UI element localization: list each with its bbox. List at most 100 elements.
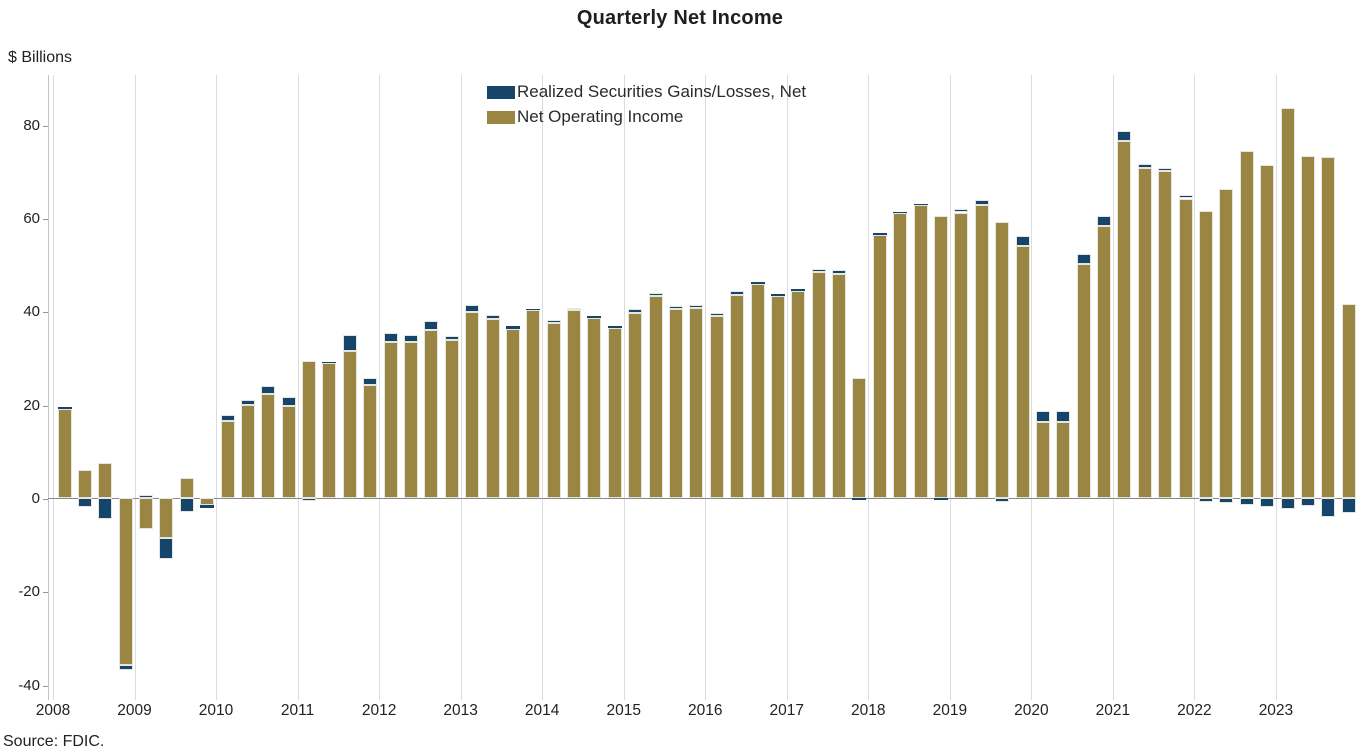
bar-2020-q2-realized-securities <box>1056 411 1071 422</box>
bar-2013-q4-net-operating-income <box>526 310 541 498</box>
bar-2018-q4-realized-securities <box>934 498 948 500</box>
y-tick-label-0: 0 <box>31 490 40 507</box>
bar-2015-q3-realized-securities <box>669 306 684 310</box>
bar-2020-q1-net-operating-income <box>1035 421 1050 498</box>
bar-2022-q1-realized-securities <box>1199 498 1213 502</box>
bar-2015-q1-net-operating-income <box>628 313 643 498</box>
x-tick-label-2022: 2022 <box>1177 702 1212 719</box>
bar-2016-q2-realized-securities <box>730 291 745 295</box>
bar-2010-q2-net-operating-income <box>240 404 255 498</box>
bar-2020-q2-net-operating-income <box>1056 421 1071 498</box>
year-gridline-2015 <box>623 75 625 700</box>
bar-2015-q2-net-operating-income <box>648 296 663 498</box>
bar-2019-q4-realized-securities <box>1015 236 1030 247</box>
bar-2015-q2-realized-securities <box>648 293 663 296</box>
x-tick-label-2008: 2008 <box>35 702 71 719</box>
bar-2014-q1-realized-securities <box>546 320 561 324</box>
bar-2008-q1-realized-securities <box>57 407 72 410</box>
bar-2023-q4-realized-securities <box>1341 498 1356 514</box>
bar-2014-q4-net-operating-income <box>607 328 622 498</box>
bar-2011-q3-net-operating-income <box>342 351 357 498</box>
bar-2013-q2-net-operating-income <box>485 319 500 498</box>
bar-2011-q4-realized-securities <box>363 377 378 386</box>
legend-item-realized-securities: Realized Securities Gains/Losses, Net <box>487 82 806 102</box>
bar-2019-q2-realized-securities <box>974 199 989 206</box>
bar-2018-q3-realized-securities <box>913 203 928 206</box>
bar-2021-q1-net-operating-income <box>1117 141 1132 498</box>
bar-2013-q3-realized-securities <box>505 326 520 329</box>
bar-2008-q3-realized-securities <box>98 498 113 520</box>
bar-2009-q3-net-operating-income <box>179 477 194 498</box>
bar-2020-q3-net-operating-income <box>1076 264 1091 498</box>
bar-2019-q4-net-operating-income <box>1015 246 1030 498</box>
bar-2016-q4-net-operating-income <box>770 296 785 498</box>
x-tick-label-2009: 2009 <box>117 702 152 719</box>
bar-2009-q1-realized-securities <box>139 495 154 498</box>
bar-2011-q4-net-operating-income <box>363 385 378 498</box>
bar-2017-q3-net-operating-income <box>832 273 847 498</box>
x-tick-label-2023: 2023 <box>1258 702 1294 719</box>
year-gridline-2022 <box>1194 75 1196 700</box>
x-tick-label-2015: 2015 <box>606 702 641 719</box>
year-gridline-2016 <box>705 75 707 700</box>
bar-2012-q4-realized-securities <box>444 335 459 341</box>
bar-2022-q3-realized-securities <box>1239 498 1254 505</box>
bar-2019-q3-realized-securities <box>995 498 1010 503</box>
bar-2018-q1-realized-securities <box>872 233 887 235</box>
y-tick-mark-20 <box>43 405 48 407</box>
bar-2011-q3-realized-securities <box>342 335 357 352</box>
bar-2020-q3-realized-securities <box>1076 254 1091 265</box>
y-tick-mark--20 <box>43 592 48 594</box>
x-tick-label-2010: 2010 <box>198 702 234 719</box>
y-axis-line <box>48 75 49 700</box>
x-tick-label-2014: 2014 <box>524 702 560 719</box>
bar-2017-q4-realized-securities <box>852 498 867 500</box>
bar-2020-q4-net-operating-income <box>1097 225 1112 498</box>
year-gridline-2010 <box>216 75 218 700</box>
bar-2022-q1-net-operating-income <box>1199 210 1213 498</box>
bar-2023-q3-net-operating-income <box>1321 156 1336 498</box>
bar-2021-q3-realized-securities <box>1158 168 1173 172</box>
bar-2020-q4-realized-securities <box>1097 215 1112 226</box>
bar-2009-q2-net-operating-income <box>159 498 174 538</box>
bar-2020-q1-realized-securities <box>1035 411 1050 422</box>
bar-2015-q4-net-operating-income <box>689 308 704 498</box>
bar-2013-q1-realized-securities <box>465 305 480 313</box>
bar-2015-q4-realized-securities <box>689 304 704 309</box>
bar-2016-q4-realized-securities <box>770 293 785 296</box>
x-tick-label-2013: 2013 <box>443 702 478 719</box>
y-tick-label-80: 80 <box>23 116 40 134</box>
bar-2019-q1-net-operating-income <box>954 212 969 498</box>
bar-2010-q3-net-operating-income <box>261 394 276 498</box>
bar-2012-q3-realized-securities <box>424 320 439 330</box>
zero-axis-line <box>48 498 1351 499</box>
bar-2022-q4-realized-securities <box>1260 498 1275 508</box>
bar-2010-q3-realized-securities <box>261 385 276 395</box>
plot-area <box>48 75 1356 700</box>
bar-2017-q1-realized-securities <box>791 289 806 292</box>
y-tick-label--20: -20 <box>18 583 40 601</box>
y-tick-mark--40 <box>43 685 48 687</box>
x-tick-label-2020: 2020 <box>1014 702 1049 719</box>
bar-2021-q4-realized-securities <box>1178 195 1193 199</box>
bar-2011-q2-net-operating-income <box>322 362 337 498</box>
x-tick-label-2016: 2016 <box>687 702 723 719</box>
bar-2021-q1-realized-securities <box>1117 131 1132 142</box>
bar-2011-q1-realized-securities <box>302 498 317 501</box>
bar-2017-q2-net-operating-income <box>811 272 826 498</box>
year-gridline-2012 <box>379 75 381 700</box>
x-tick-label-2012: 2012 <box>361 702 397 719</box>
bar-2023-q3-realized-securities <box>1321 498 1336 518</box>
bar-2019-q3-net-operating-income <box>995 221 1010 498</box>
bar-2017-q4-net-operating-income <box>852 378 867 498</box>
bar-2013-q1-net-operating-income <box>465 312 480 498</box>
bar-2023-q4-net-operating-income <box>1341 304 1356 498</box>
legend-label-realized-securities: Realized Securities Gains/Losses, Net <box>517 82 807 101</box>
bar-2016-q2-net-operating-income <box>730 294 745 498</box>
bar-2010-q4-realized-securities <box>281 396 296 406</box>
x-tick-label-2019: 2019 <box>932 702 968 719</box>
bar-2014-q2-net-operating-income <box>567 310 582 498</box>
x-tick-label-2018: 2018 <box>851 702 886 719</box>
bar-2022-q3-net-operating-income <box>1239 151 1254 498</box>
